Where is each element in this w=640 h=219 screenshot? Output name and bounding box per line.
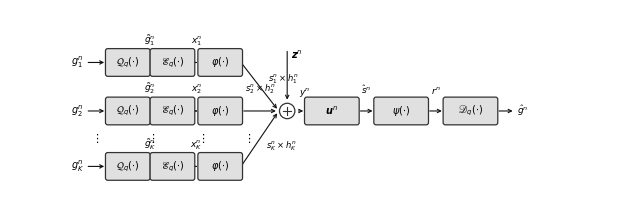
- Text: $x_2^n$: $x_2^n$: [191, 83, 202, 96]
- Text: $\mathcal{Q}_q(\cdot)$: $\mathcal{Q}_q(\cdot)$: [116, 104, 140, 118]
- Text: $\boldsymbol{z}^n$: $\boldsymbol{z}^n$: [291, 49, 303, 61]
- Text: $\mathcal{Q}_q(\cdot)$: $\mathcal{Q}_q(\cdot)$: [116, 159, 140, 174]
- FancyBboxPatch shape: [106, 153, 150, 180]
- Text: $\tilde{g}_K^n$: $\tilde{g}_K^n$: [144, 138, 156, 152]
- Text: $\vdots$: $\vdots$: [197, 132, 205, 145]
- FancyBboxPatch shape: [198, 153, 243, 180]
- Text: $x_K^n$: $x_K^n$: [190, 138, 202, 152]
- FancyBboxPatch shape: [198, 97, 243, 125]
- FancyBboxPatch shape: [106, 97, 150, 125]
- Text: $g_K^n$: $g_K^n$: [71, 159, 84, 174]
- FancyBboxPatch shape: [106, 49, 150, 76]
- Text: $\tilde{g}_1^n$: $\tilde{g}_1^n$: [145, 34, 156, 48]
- Text: $\mathscr{E}_q(\cdot)$: $\mathscr{E}_q(\cdot)$: [161, 55, 184, 70]
- Text: $r^n$: $r^n$: [431, 85, 441, 96]
- Text: $s_K^n \times h_K^n$: $s_K^n \times h_K^n$: [266, 140, 296, 153]
- Text: $\varphi(\cdot)$: $\varphi(\cdot)$: [211, 104, 229, 118]
- FancyBboxPatch shape: [150, 153, 195, 180]
- Text: $\mathscr{E}_q(\cdot)$: $\mathscr{E}_q(\cdot)$: [161, 104, 184, 118]
- Text: $g_1^n$: $g_1^n$: [72, 55, 84, 70]
- Text: $y^n$: $y^n$: [299, 86, 310, 99]
- Text: $\mathscr{E}_q(\cdot)$: $\mathscr{E}_q(\cdot)$: [161, 159, 184, 174]
- Text: $\vdots$: $\vdots$: [243, 132, 252, 145]
- Text: $\varphi(\cdot)$: $\varphi(\cdot)$: [211, 159, 229, 173]
- Text: $\mathcal{Q}_q(\cdot)$: $\mathcal{Q}_q(\cdot)$: [116, 55, 140, 70]
- Text: $\mathscr{D}_q(\cdot)$: $\mathscr{D}_q(\cdot)$: [458, 104, 483, 118]
- Text: $\psi(\cdot)$: $\psi(\cdot)$: [392, 104, 410, 118]
- Text: $\hat{g}^n$: $\hat{g}^n$: [517, 104, 529, 118]
- FancyBboxPatch shape: [443, 97, 498, 125]
- Text: $\vdots$: $\vdots$: [92, 132, 100, 145]
- Text: $\tilde{g}_2^n$: $\tilde{g}_2^n$: [145, 82, 156, 96]
- Text: $g_2^n$: $g_2^n$: [72, 103, 84, 119]
- Text: $\hat{s}^n$: $\hat{s}^n$: [362, 84, 372, 96]
- Text: $\vdots$: $\vdots$: [147, 132, 155, 145]
- FancyBboxPatch shape: [198, 49, 243, 76]
- Text: $s_2^n \times h_2^n$: $s_2^n \times h_2^n$: [245, 83, 275, 96]
- Text: $s_1^n \times h_1^n$: $s_1^n \times h_1^n$: [268, 72, 298, 86]
- Circle shape: [280, 103, 295, 119]
- FancyBboxPatch shape: [150, 49, 195, 76]
- FancyBboxPatch shape: [150, 97, 195, 125]
- Text: $\varphi(\cdot)$: $\varphi(\cdot)$: [211, 55, 229, 69]
- FancyBboxPatch shape: [374, 97, 429, 125]
- Text: $x_1^n$: $x_1^n$: [191, 34, 202, 48]
- Text: $\boldsymbol{u}^n$: $\boldsymbol{u}^n$: [325, 105, 339, 117]
- FancyBboxPatch shape: [305, 97, 359, 125]
